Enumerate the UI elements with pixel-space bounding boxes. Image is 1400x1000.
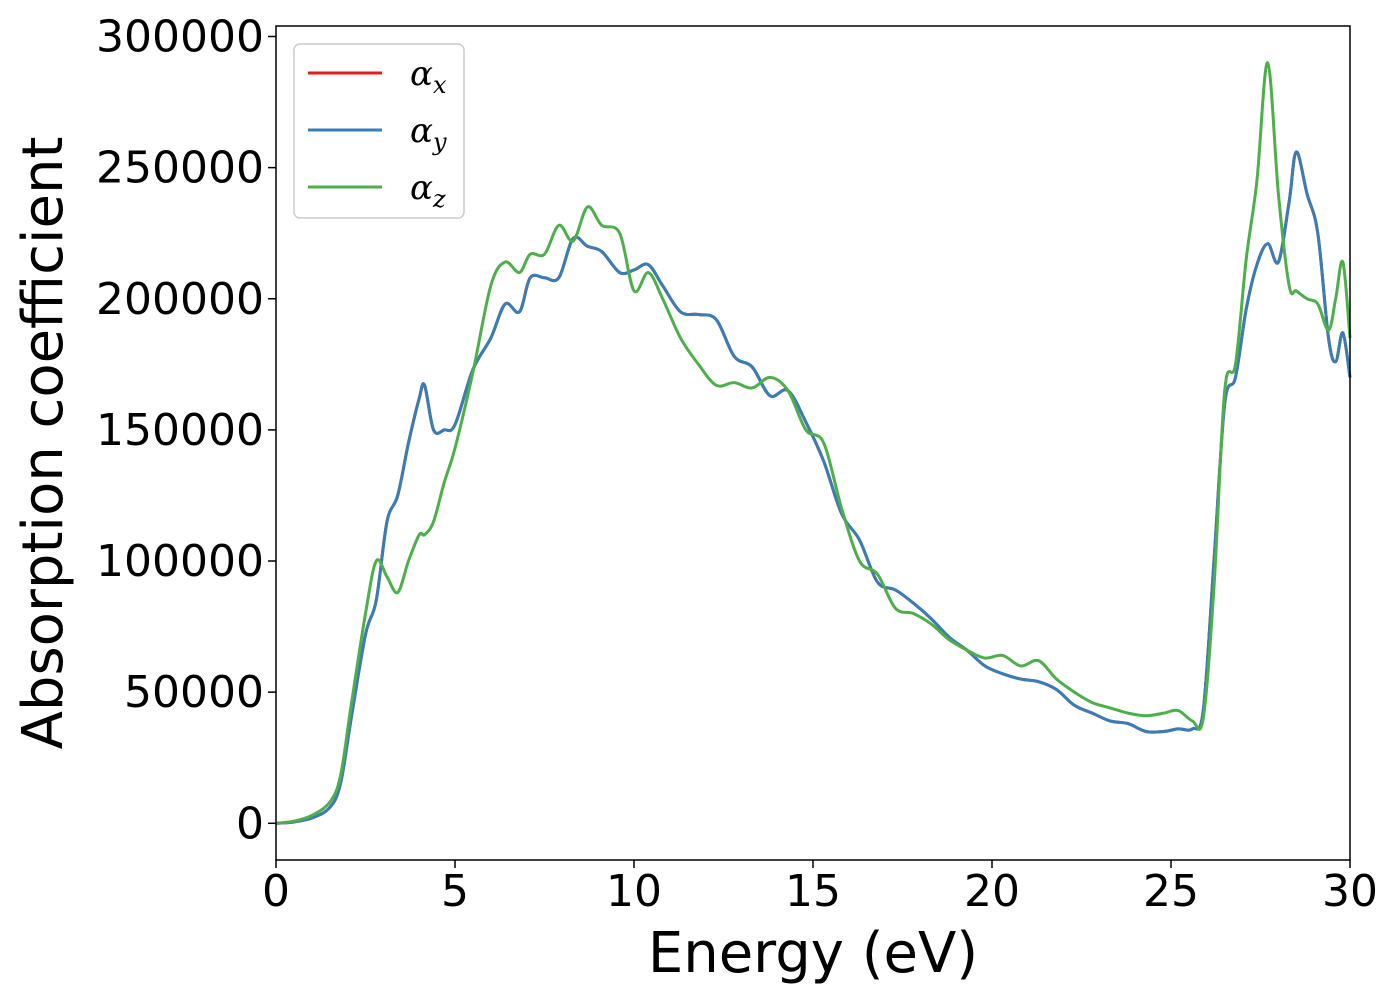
x-tick-label: 0	[262, 866, 290, 917]
x-tick-label: 25	[1143, 866, 1199, 917]
y-tick-label: 0	[236, 798, 264, 849]
y-axis: 0 50000 100000 150000 200000 250000 300000	[96, 11, 276, 849]
y-tick-label: 250000	[96, 143, 264, 194]
series-layer	[275, 61, 1352, 825]
series-line-z	[275, 61, 1352, 825]
y-tick-label: 300000	[96, 11, 264, 62]
legend-label-y: αy	[410, 111, 447, 156]
legend-label-main: α	[410, 111, 433, 151]
legend-label-x: αx	[410, 54, 447, 99]
series-line-y	[275, 150, 1352, 825]
x-tick-label: 20	[964, 866, 1020, 917]
x-axis: 0 5 10 15 20 25 30	[262, 860, 1378, 917]
y-axis-label: Absorption coefficient	[11, 137, 76, 750]
legend-label-sub: z	[432, 185, 446, 213]
legend-label-main: α	[410, 168, 433, 208]
legend-label-z: αz	[410, 168, 446, 213]
x-tick-label: 30	[1322, 866, 1378, 917]
x-tick-label: 5	[441, 866, 469, 917]
x-tick-label: 15	[785, 866, 841, 917]
y-tick-label: 200000	[96, 274, 264, 325]
y-tick-label: 150000	[96, 405, 264, 456]
legend-label-sub: x	[433, 71, 447, 99]
legend-label-main: α	[410, 54, 433, 94]
y-tick-label: 100000	[96, 536, 264, 587]
y-tick-label: 50000	[124, 667, 264, 718]
legend-label-sub: y	[432, 128, 447, 156]
x-tick-label: 10	[606, 866, 662, 917]
x-axis-label: Energy (eV)	[648, 921, 978, 986]
